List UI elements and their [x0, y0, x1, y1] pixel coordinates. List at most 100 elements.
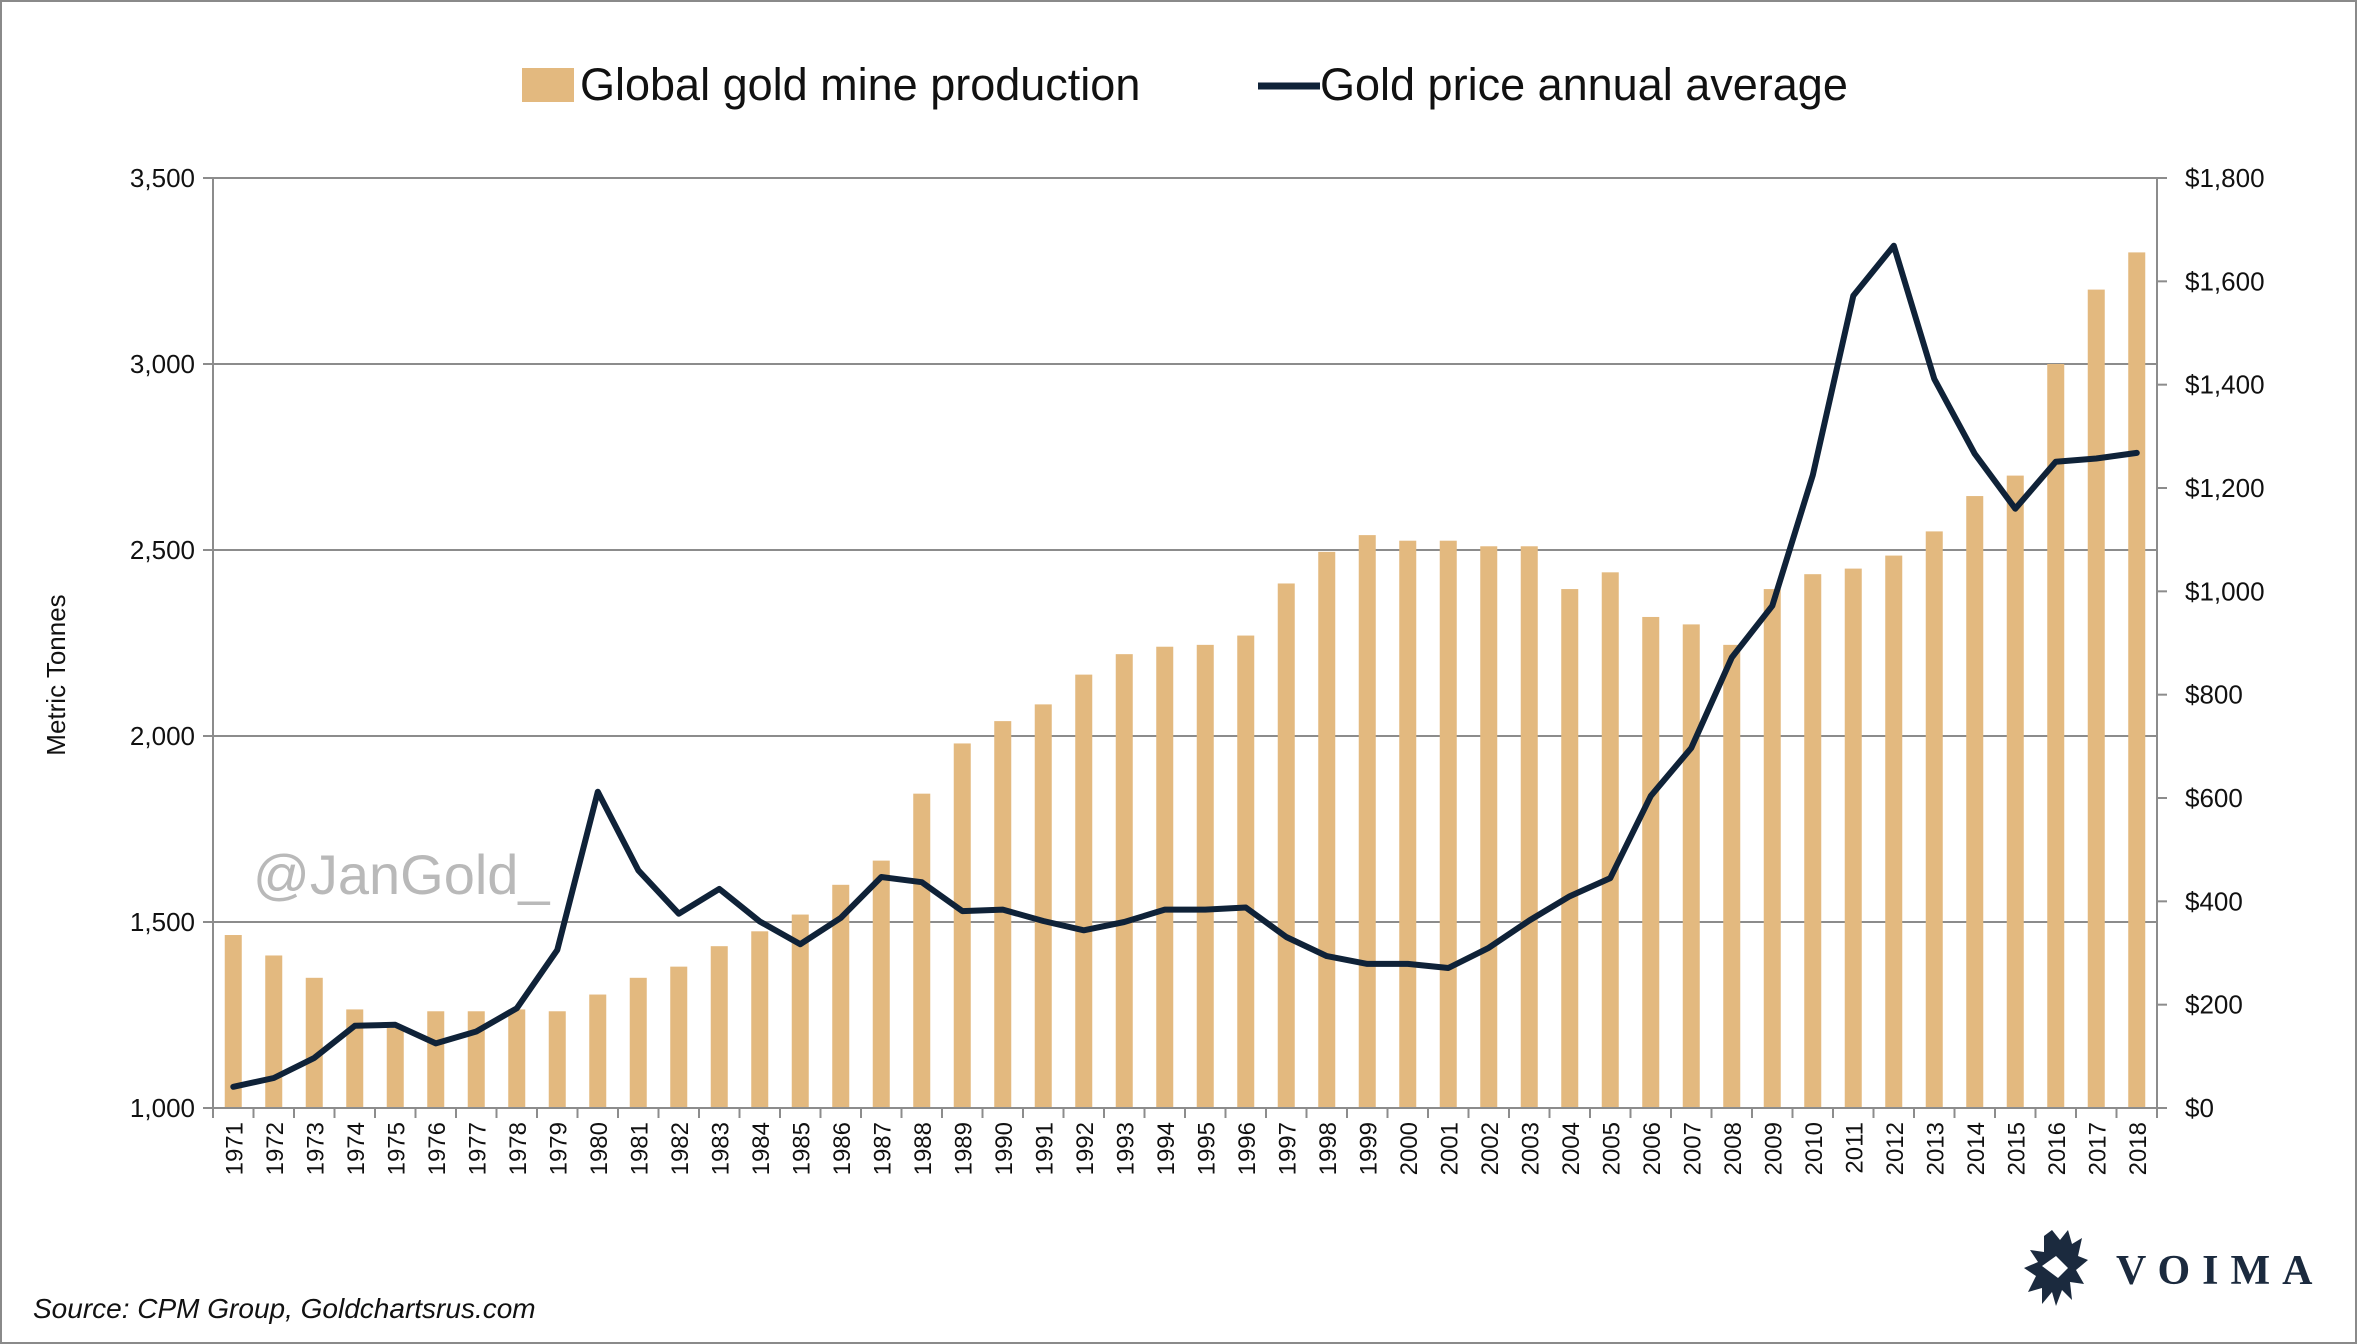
x-tick-labels: 1971 1972 1973 1974 1975 1976 1977 1978 1979 1980… [212, 1108, 2158, 1175]
production-bar [1966, 496, 1984, 1108]
production-bar [1277, 583, 1295, 1108]
x-tick-label: 1971 [221, 1122, 248, 1175]
left-tick-labels: 1,000 1,500 2,000 2,500 3,000 3,500 [130, 163, 213, 1123]
production-bar [953, 743, 971, 1108]
x-tick-label: 1997 [1274, 1122, 1301, 1175]
x-tick-label: 2006 [1639, 1122, 1666, 1175]
left-tick-label: 2,000 [130, 721, 195, 751]
x-tick-label: 2007 [1679, 1122, 1706, 1175]
x-tick-label: 1991 [1031, 1122, 1058, 1175]
x-tick-label: 1979 [545, 1122, 572, 1175]
right-tick-label: $400 [2185, 886, 2243, 916]
left-tick-label: 3,000 [130, 349, 195, 379]
production-bar [1480, 546, 1498, 1108]
left-tick-label: 3,500 [130, 163, 195, 193]
x-tick-label: 2008 [1720, 1122, 1747, 1175]
production-bar [710, 946, 728, 1108]
right-tick-label: $1,600 [2185, 266, 2265, 296]
production-bar [1034, 704, 1052, 1108]
legend: Global gold mine production Gold price a… [522, 59, 1848, 110]
x-tick-label: 2010 [1801, 1122, 1828, 1175]
lion-crest-icon [2024, 1230, 2088, 1306]
x-tick-label: 1978 [505, 1122, 532, 1175]
x-tick-label: 2013 [1922, 1122, 1949, 1175]
production-bar [1520, 546, 1538, 1108]
production-bar [1804, 574, 1822, 1108]
production-bar [1723, 644, 1741, 1108]
production-bar [1075, 674, 1093, 1108]
production-bar [791, 914, 809, 1108]
production-bar [386, 1028, 404, 1108]
production-bar [1196, 644, 1214, 1108]
x-tick-label: 1975 [383, 1122, 410, 1175]
x-tick-label: 1992 [1072, 1122, 1099, 1175]
gridlines [213, 177, 2157, 923]
x-tick-label: 2003 [1517, 1122, 1544, 1175]
x-tick-label: 1990 [991, 1122, 1018, 1175]
axes [212, 178, 2158, 1109]
bar-series [224, 252, 2146, 1109]
left-tick-label: 1,000 [130, 1093, 195, 1123]
production-bar [305, 977, 323, 1108]
x-tick-label: 1985 [788, 1122, 815, 1175]
left-tick-label: 2,500 [130, 535, 195, 565]
production-bar [629, 977, 647, 1108]
right-tick-label: $1,000 [2185, 576, 2265, 606]
brand-name: VOIMA [2116, 1248, 2324, 1294]
x-tick-label: 1973 [302, 1122, 329, 1175]
production-bar [1399, 540, 1417, 1108]
legend-bar-swatch [522, 68, 574, 102]
left-tick-label: 1,500 [130, 907, 195, 937]
production-bar [1318, 551, 1336, 1108]
x-tick-label: 1987 [869, 1122, 896, 1175]
production-bar [832, 884, 850, 1108]
production-bar [670, 966, 688, 1108]
x-tick-label: 1986 [829, 1122, 856, 1175]
watermark-text: @JanGold_ [253, 843, 550, 906]
production-bar [1885, 555, 1903, 1108]
x-tick-label: 2001 [1436, 1122, 1463, 1175]
x-tick-label: 1981 [626, 1122, 653, 1175]
production-bar [224, 935, 242, 1108]
production-bar [2047, 364, 2065, 1108]
production-bar [346, 1009, 364, 1108]
x-tick-label: 2009 [1760, 1122, 1787, 1175]
x-tick-label: 2002 [1477, 1122, 1504, 1175]
production-bar [2128, 252, 2146, 1108]
brand-logo: VOIMA [2024, 1230, 2324, 1306]
production-bar [1682, 624, 1700, 1108]
production-bar [548, 1011, 566, 1108]
production-bar [994, 721, 1012, 1108]
production-bar [1115, 654, 1133, 1108]
right-tick-label: $800 [2185, 680, 2243, 710]
production-bar [1763, 589, 1781, 1108]
production-bar [1844, 568, 1862, 1108]
price-line [230, 242, 2140, 1090]
line-series [230, 242, 2140, 1090]
x-tick-label: 1982 [667, 1122, 694, 1175]
x-tick-label: 2015 [2003, 1122, 2030, 1175]
x-tick-label: 2016 [2044, 1122, 2071, 1175]
production-bar [508, 1009, 526, 1108]
x-tick-label: 1977 [464, 1122, 491, 1175]
right-tick-labels: $0 $200 $400 $600 $800 $1,000 $1,200 $1,400 $1,6… [2157, 163, 2265, 1123]
production-bar [1561, 589, 1579, 1108]
production-bar [913, 793, 931, 1108]
right-tick-label: $200 [2185, 990, 2243, 1020]
right-tick-label: $1,400 [2185, 370, 2265, 400]
legend-label-price: Gold price annual average [1320, 59, 1848, 110]
x-tick-label: 2005 [1598, 1122, 1625, 1175]
x-tick-label: 1988 [910, 1122, 937, 1175]
x-tick-label: 2012 [1882, 1122, 1909, 1175]
x-tick-label: 2018 [2125, 1122, 2152, 1175]
x-tick-label: 2017 [2084, 1122, 2111, 1175]
legend-label-production: Global gold mine production [580, 59, 1140, 110]
x-tick-label: 1980 [586, 1122, 613, 1175]
x-tick-label: 1998 [1315, 1122, 1342, 1175]
production-bar [1156, 646, 1174, 1108]
production-bar [1925, 531, 1943, 1108]
x-tick-label: 1999 [1355, 1122, 1382, 1175]
y-axis-title: Metric Tonnes [41, 594, 71, 755]
x-tick-label: 1993 [1112, 1122, 1139, 1175]
